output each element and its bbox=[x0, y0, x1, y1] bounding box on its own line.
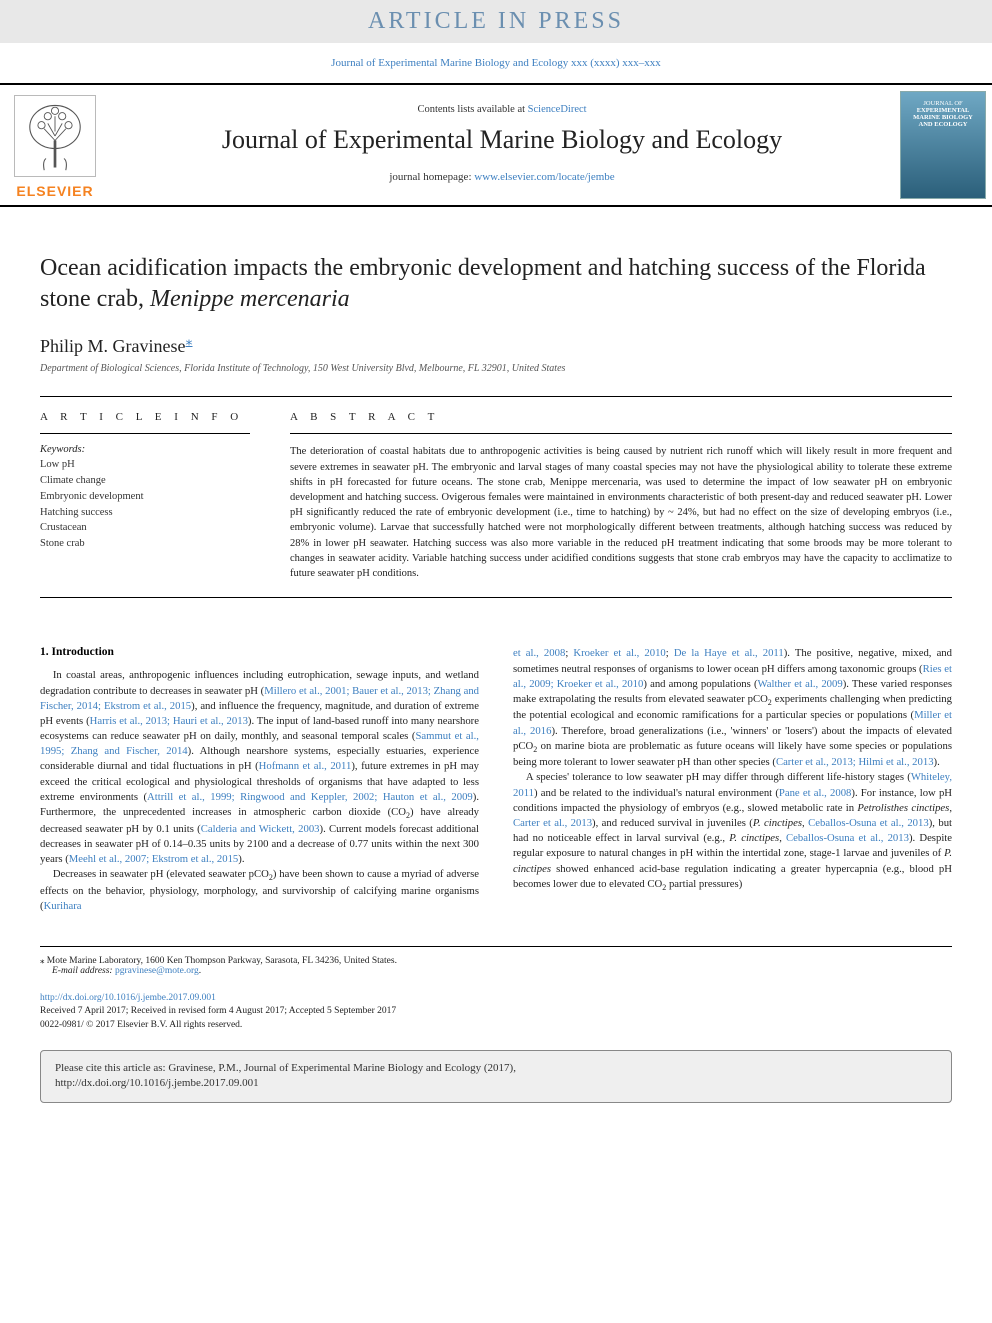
doi-link[interactable]: http://dx.doi.org/10.1016/j.jembe.2017.0… bbox=[40, 993, 216, 1003]
keywords-list: Low pH Climate change Embryonic developm… bbox=[40, 457, 250, 552]
article-in-press-banner: ARTICLE IN PRESS bbox=[0, 0, 992, 43]
author-email-link[interactable]: pgravinese@mote.org bbox=[115, 966, 199, 976]
body-two-columns: 1. Introduction In coastal areas, anthro… bbox=[40, 646, 952, 914]
keyword-item: Embryonic development bbox=[40, 489, 250, 505]
citation-link[interactable]: Pane et al., 2008 bbox=[779, 787, 852, 799]
journal-ref-link[interactable]: Journal of Experimental Marine Biology a… bbox=[331, 57, 568, 69]
intro-paragraph-1: In coastal areas, anthropogenic influenc… bbox=[40, 668, 479, 867]
intro-paragraph-3: A species' tolerance to low seawater pH … bbox=[513, 770, 952, 893]
email-line: E-mail address: pgravinese@mote.org. bbox=[52, 966, 952, 976]
journal-cover-image: JOURNAL OF EXPERIMENTAL MARINE BIOLOGY A… bbox=[900, 91, 986, 199]
citation-link[interactable]: Hofmann et al., 2011 bbox=[259, 760, 352, 772]
rule-after-abstract bbox=[40, 597, 952, 598]
masthead-center: Contents lists available at ScienceDirec… bbox=[110, 85, 894, 205]
elsevier-tree-icon bbox=[10, 91, 100, 181]
article-dates: Received 7 April 2017; Received in revis… bbox=[40, 1005, 952, 1018]
citation-link[interactable]: Meehl et al., 2007; Ekstrom et al., 2015 bbox=[69, 853, 238, 865]
doi-block: http://dx.doi.org/10.1016/j.jembe.2017.0… bbox=[40, 992, 952, 1032]
keyword-item: Stone crab bbox=[40, 536, 250, 552]
article-info-heading: A R T I C L E I N F O bbox=[40, 411, 250, 423]
keyword-item: Hatching success bbox=[40, 505, 250, 521]
author-affiliation: Department of Biological Sciences, Flori… bbox=[40, 363, 952, 374]
intro-paragraph-2: Decreases in seawater pH (elevated seawa… bbox=[40, 867, 479, 914]
column-left: 1. Introduction In coastal areas, anthro… bbox=[40, 646, 479, 914]
abstract-heading: A B S T R A C T bbox=[290, 411, 952, 423]
citation-link[interactable]: Calderia and Wickett, 2003 bbox=[201, 823, 320, 835]
citation-link[interactable]: Kurihara bbox=[44, 900, 82, 912]
citation-link[interactable]: Walther et al., 2009 bbox=[758, 678, 843, 690]
author-name: Philip M. Gravinese⁎ bbox=[40, 333, 952, 357]
column-right: et al., 2008; Kroeker et al., 2010; De l… bbox=[513, 646, 952, 914]
citation-link[interactable]: Kroeker et al., 2010 bbox=[573, 647, 665, 659]
please-cite-box: Please cite this article as: Gravinese, … bbox=[40, 1050, 952, 1103]
corresponding-author-note: ⁎ Mote Marine Laboratory, 1600 Ken Thomp… bbox=[40, 955, 952, 966]
article-in-press-text: ARTICLE IN PRESS bbox=[368, 8, 624, 34]
citation-link[interactable]: Ceballos-Osuna et al., 2013 bbox=[786, 832, 909, 844]
journal-ref-line: Journal of Experimental Marine Biology a… bbox=[0, 47, 992, 83]
copyright-line: 0022-0981/ © 2017 Elsevier B.V. All righ… bbox=[40, 1019, 952, 1032]
citation-link[interactable]: De la Haye et al., 2011 bbox=[674, 647, 784, 659]
journal-cover[interactable]: JOURNAL OF EXPERIMENTAL MARINE BIOLOGY A… bbox=[894, 85, 992, 205]
journal-homepage-line: journal homepage: www.elsevier.com/locat… bbox=[389, 171, 614, 183]
sciencedirect-link[interactable]: ScienceDirect bbox=[528, 104, 587, 115]
keyword-item: Crustacean bbox=[40, 520, 250, 536]
citation-link[interactable]: Carter et al., 2013 bbox=[513, 817, 592, 829]
cite-line-2: http://dx.doi.org/10.1016/j.jembe.2017.0… bbox=[55, 1076, 937, 1091]
keywords-label: Keywords: bbox=[40, 444, 250, 455]
elsevier-logo[interactable]: ELSEVIER bbox=[0, 85, 110, 205]
article-title: Ocean acidification impacts the embryoni… bbox=[40, 253, 952, 315]
keyword-item: Climate change bbox=[40, 473, 250, 489]
abstract-text: The deterioration of coastal habitats du… bbox=[290, 444, 952, 581]
section-heading-intro: 1. Introduction bbox=[40, 646, 479, 658]
info-abstract-row: A R T I C L E I N F O Keywords: Low pH C… bbox=[40, 396, 952, 581]
journal-masthead: ELSEVIER Contents lists available at Sci… bbox=[0, 83, 992, 207]
citation-link[interactable]: Harris et al., 2013; Hauri et al., 2013 bbox=[90, 715, 248, 727]
article-info-column: A R T I C L E I N F O Keywords: Low pH C… bbox=[40, 411, 250, 581]
abstract-column: A B S T R A C T The deterioration of coa… bbox=[290, 411, 952, 581]
citation-link[interactable]: et al., 2008 bbox=[513, 647, 565, 659]
elsevier-wordmark: ELSEVIER bbox=[16, 183, 93, 199]
citation-link[interactable]: Carter et al., 2013; Hilmi et al., 2013 bbox=[776, 756, 934, 768]
corresponding-author-link[interactable]: ⁎ bbox=[186, 334, 193, 349]
journal-homepage-link[interactable]: www.elsevier.com/locate/jembe bbox=[474, 171, 614, 183]
keyword-item: Low pH bbox=[40, 457, 250, 473]
cite-line-1: Please cite this article as: Gravinese, … bbox=[55, 1061, 937, 1076]
citation-link[interactable]: Attrill et al., 1999; Ringwood and Keppl… bbox=[147, 791, 473, 803]
footnotes-block: ⁎ Mote Marine Laboratory, 1600 Ken Thomp… bbox=[40, 946, 952, 976]
intro-paragraph-2-cont: et al., 2008; Kroeker et al., 2010; De l… bbox=[513, 646, 952, 770]
contents-lists-line: Contents lists available at ScienceDirec… bbox=[417, 104, 586, 115]
citation-link[interactable]: Ceballos-Osuna et al., 2013 bbox=[808, 817, 929, 829]
journal-title: Journal of Experimental Marine Biology a… bbox=[222, 125, 782, 155]
